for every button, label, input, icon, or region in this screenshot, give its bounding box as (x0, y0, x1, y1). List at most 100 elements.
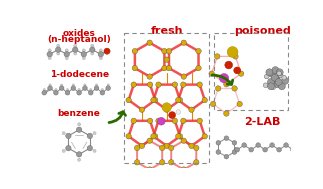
Circle shape (267, 83, 275, 90)
Circle shape (134, 145, 140, 151)
Circle shape (219, 74, 229, 83)
Circle shape (278, 83, 285, 90)
Circle shape (57, 52, 60, 55)
Circle shape (78, 158, 81, 161)
Circle shape (162, 65, 167, 71)
Circle shape (269, 70, 276, 77)
Circle shape (164, 143, 169, 149)
Circle shape (197, 82, 203, 87)
Circle shape (57, 44, 60, 47)
Circle shape (264, 74, 269, 79)
Circle shape (156, 82, 161, 87)
Circle shape (224, 136, 229, 140)
Circle shape (234, 67, 241, 74)
Circle shape (267, 78, 275, 85)
Circle shape (276, 69, 283, 76)
Circle shape (139, 143, 145, 149)
Circle shape (270, 143, 275, 147)
Circle shape (100, 91, 105, 95)
Circle shape (147, 167, 152, 172)
Circle shape (263, 83, 268, 88)
Circle shape (78, 123, 81, 126)
Circle shape (238, 71, 244, 76)
Circle shape (256, 143, 260, 147)
Text: oxides: oxides (63, 29, 96, 38)
Circle shape (43, 88, 46, 91)
Circle shape (82, 49, 85, 52)
Circle shape (225, 61, 233, 69)
Circle shape (224, 154, 229, 159)
Circle shape (169, 160, 174, 165)
Circle shape (216, 140, 221, 145)
Circle shape (242, 143, 246, 147)
Circle shape (278, 73, 283, 78)
Circle shape (166, 48, 172, 54)
Circle shape (48, 86, 52, 91)
Circle shape (78, 88, 80, 91)
Circle shape (151, 134, 156, 139)
Circle shape (232, 150, 237, 154)
Circle shape (147, 138, 152, 143)
Circle shape (196, 65, 201, 71)
Circle shape (107, 84, 109, 86)
Circle shape (89, 91, 93, 95)
Text: benzene: benzene (58, 109, 100, 118)
Circle shape (160, 145, 165, 151)
Circle shape (131, 82, 136, 87)
Text: 1-dodecene: 1-dodecene (49, 70, 109, 79)
Circle shape (237, 101, 242, 107)
Circle shape (202, 134, 207, 139)
Circle shape (95, 84, 98, 86)
Circle shape (162, 103, 171, 112)
Circle shape (65, 57, 68, 60)
Circle shape (77, 127, 82, 132)
Text: (n-heptanol): (n-heptanol) (47, 35, 111, 44)
Circle shape (60, 84, 63, 86)
Circle shape (94, 86, 99, 91)
Circle shape (152, 97, 158, 103)
Circle shape (81, 52, 87, 57)
Text: fresh: fresh (151, 26, 183, 36)
Circle shape (193, 145, 199, 151)
Circle shape (66, 146, 71, 151)
Circle shape (181, 138, 186, 143)
Circle shape (291, 147, 295, 152)
Circle shape (56, 47, 61, 52)
Circle shape (172, 118, 178, 123)
Circle shape (169, 112, 176, 119)
Circle shape (71, 86, 76, 91)
Circle shape (87, 146, 93, 151)
Circle shape (126, 134, 131, 139)
Circle shape (172, 82, 178, 87)
Circle shape (147, 82, 153, 87)
Circle shape (134, 160, 140, 165)
Circle shape (175, 134, 181, 139)
Circle shape (106, 86, 110, 91)
Circle shape (84, 84, 86, 86)
Circle shape (66, 133, 71, 139)
Circle shape (209, 71, 214, 76)
Circle shape (77, 91, 81, 95)
Circle shape (189, 143, 194, 149)
Circle shape (177, 97, 183, 103)
Circle shape (210, 101, 216, 107)
Circle shape (87, 133, 93, 139)
Circle shape (99, 49, 102, 52)
Circle shape (233, 54, 238, 59)
Text: 2-LAB: 2-LAB (245, 117, 281, 127)
Circle shape (147, 74, 152, 79)
Circle shape (249, 147, 254, 152)
Circle shape (89, 47, 95, 52)
Circle shape (65, 91, 70, 95)
Circle shape (131, 118, 136, 123)
Circle shape (214, 54, 220, 59)
Circle shape (282, 77, 289, 84)
Circle shape (65, 49, 68, 52)
Circle shape (91, 44, 94, 47)
Circle shape (235, 147, 240, 152)
Circle shape (181, 167, 186, 172)
Circle shape (164, 107, 169, 112)
Circle shape (48, 49, 51, 52)
Circle shape (189, 107, 194, 112)
Circle shape (139, 107, 145, 112)
